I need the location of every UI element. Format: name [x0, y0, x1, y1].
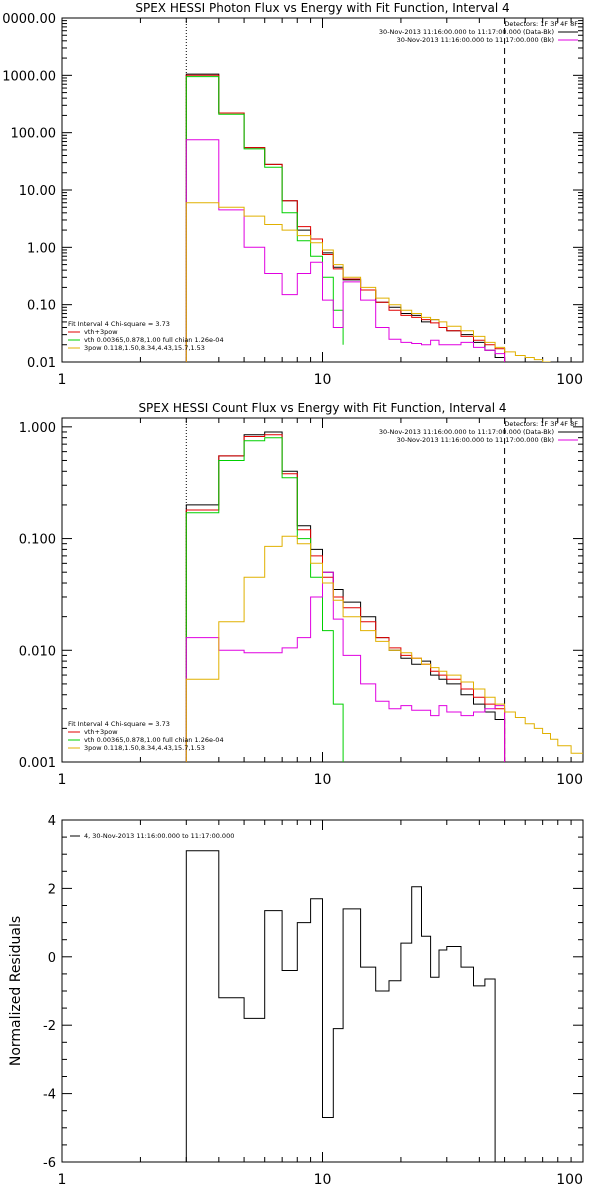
- y-tick-label: 0.100: [19, 533, 56, 548]
- series-line-5: [185, 535, 583, 762]
- chart-title: SPEX HESSI Count Flux vs Energy with Fit…: [138, 401, 506, 415]
- time-range-label: 30-Nov-2013 11:16:00.000 to 11:17:00.000…: [379, 28, 554, 36]
- y-tick-label: -2: [43, 1019, 56, 1034]
- series-group: [185, 850, 496, 1162]
- x-tick-label: 1: [58, 772, 67, 788]
- series-line-1: [185, 73, 506, 362]
- detectors-label: Detectors: 1F 3F 4F 8F: [504, 420, 578, 428]
- y-tick-label: 1000.00: [2, 69, 56, 84]
- series-line-2: [185, 434, 506, 762]
- fit-legend-header: Fit Interval 4 Chi-square = 3.73: [68, 720, 170, 728]
- time-range-label: 30-Nov-2013 11:16:00.000 to 11:17:00.000…: [379, 428, 554, 436]
- series-group: [185, 431, 583, 762]
- x-tick-label: 100: [556, 772, 583, 788]
- x-tick-label: 1: [58, 372, 67, 388]
- y-tick-label: 10.00: [19, 184, 56, 199]
- y-tick-label: 0: [48, 951, 56, 966]
- y-tick-label: 1.000: [19, 421, 56, 436]
- chart-title: SPEX HESSI Photon Flux vs Energy with Fi…: [135, 1, 509, 15]
- series-line-2: [185, 74, 506, 362]
- series-line-3: [185, 76, 344, 362]
- x-tick-label: 10: [314, 372, 332, 388]
- detectors-label: Detectors: 1F 3F 4F 8F: [504, 20, 578, 28]
- fit-legend-entry: 3pow 0.118,1.50,8.34,4.43,15.7,1.53: [84, 344, 205, 352]
- series-group: [185, 73, 551, 362]
- fit-legend-entry: 3pow 0.118,1.50,8.34,4.43,15.7,1.53: [84, 744, 205, 752]
- y-tick-label: -6: [43, 1156, 56, 1171]
- fit-legend-entry: vth+3pow: [84, 328, 118, 336]
- chart-panel-3: 1 10 100 -6 -4 -2 0 2 4 Normalized Residuals 4, 30…: [8, 814, 584, 1188]
- x-tick-label: 100: [556, 1172, 583, 1188]
- series-line-1: [185, 850, 496, 1162]
- y-tick-label: -4: [43, 1088, 56, 1103]
- series-line-4: [185, 139, 506, 362]
- x-tick-label: 10: [314, 1172, 332, 1188]
- y-tick-label: 1.00: [27, 241, 56, 256]
- series-line-1: [185, 431, 506, 762]
- fit-legend-entry: vth+3pow: [84, 728, 118, 736]
- y-tick-label: 4: [48, 814, 56, 829]
- x-tick-label: 100: [556, 372, 583, 388]
- series-line-3: [185, 437, 344, 762]
- chart-panel-2: SPEX HESSI Count Flux vs Energy with Fit…: [19, 401, 584, 788]
- y-tick-label: 0.001: [19, 756, 56, 771]
- y-tick-label: 0.10: [27, 299, 56, 314]
- fit-legend-entry: vth 0.00365,0.878,1.00 full chian 1.26e-…: [84, 736, 224, 744]
- time-range-label: 30-Nov-2013 11:16:00.000 to 11:17:00.000…: [397, 36, 554, 44]
- x-tick-label: 1: [58, 1172, 67, 1188]
- series-line-4: [185, 571, 506, 762]
- y-axis-label: Normalized Residuals: [8, 916, 24, 1066]
- fit-legend-header: Fit Interval 4 Chi-square = 3.73: [68, 320, 170, 328]
- y-tick-label: 100.00: [11, 127, 57, 142]
- series-line-5: [185, 202, 551, 362]
- residual-legend: 4, 30-Nov-2013 11:16:00.000 to 11:17:00.…: [84, 832, 234, 840]
- y-tick-label: 2: [48, 882, 56, 897]
- chart-panel-1: SPEX HESSI Photon Flux vs Energy with Fi…: [2, 1, 584, 388]
- x-tick-label: 10: [314, 772, 332, 788]
- y-tick-label: 0000.00: [2, 12, 56, 27]
- time-range-label: 30-Nov-2013 11:16:00.000 to 11:17:00.000…: [397, 436, 554, 444]
- fit-legend-entry: vth 0.00365,0.878,1.00 full chian 1.26e-…: [84, 336, 224, 344]
- y-tick-label: 0.010: [19, 644, 56, 659]
- y-tick-label: 0.01: [27, 356, 56, 371]
